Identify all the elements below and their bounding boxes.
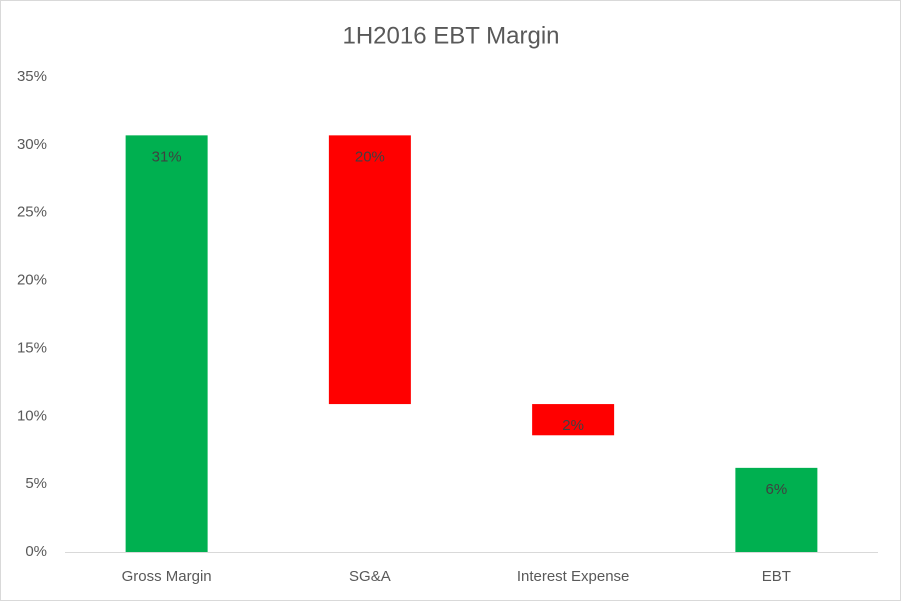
y-tick-label: 15%	[17, 339, 47, 356]
x-tick-label: Gross Margin	[122, 568, 212, 585]
data-label: 2%	[562, 417, 584, 434]
x-tick-label: SG&A	[349, 568, 391, 585]
x-tick-label: Interest Expense	[517, 568, 630, 585]
y-tick-label: 25%	[17, 204, 47, 221]
data-label: 20%	[355, 148, 385, 165]
y-tick-label: 30%	[17, 136, 47, 153]
y-tick-label: 35%	[17, 68, 47, 85]
y-tick-label: 0%	[25, 543, 47, 560]
x-tick-label: EBT	[762, 568, 791, 585]
y-tick-label: 5%	[25, 475, 47, 492]
bar	[735, 467, 818, 552]
y-tick-label: 20%	[17, 272, 47, 289]
data-label: 31%	[152, 148, 182, 165]
bar	[532, 404, 615, 436]
bar	[125, 135, 208, 552]
bar	[328, 135, 411, 405]
data-label: 6%	[766, 481, 788, 498]
y-tick-label: 10%	[17, 407, 47, 424]
chart-title: 1H2016 EBT Margin	[342, 22, 559, 49]
